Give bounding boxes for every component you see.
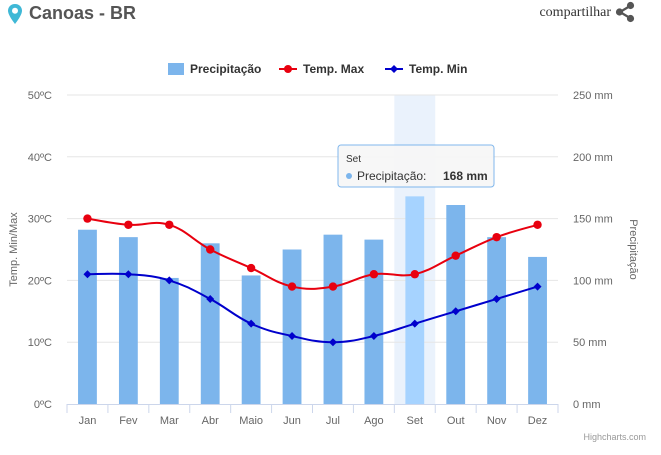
temp-max-line (87, 217, 538, 290)
temp-min-point (206, 294, 215, 303)
highcharts-credit: Highcharts.com (583, 432, 646, 442)
location-pin-icon (8, 4, 22, 24)
precipitation-bar (487, 237, 507, 404)
temp-max-point (410, 270, 419, 279)
x-tick-label: Out (447, 415, 465, 427)
temp-min-point (83, 270, 92, 279)
precipitation-bar (159, 277, 179, 404)
temp-min-point (288, 332, 297, 341)
temp-min-point (492, 294, 501, 303)
temp-min-point (533, 282, 542, 291)
precipitation-bar (78, 229, 97, 404)
x-tick-label: Ago (364, 415, 384, 427)
temp-min-point (410, 319, 419, 328)
precipitation-bar (528, 256, 547, 404)
temp-max-point (328, 282, 338, 291)
temp-min-point (124, 270, 133, 279)
legend-label: Precipitação (190, 62, 261, 76)
x-tick-label: Set (407, 415, 424, 427)
precipitation-bar (241, 275, 261, 404)
temp-min-point (247, 319, 256, 328)
temp-max-point (165, 220, 174, 229)
x-tick-label: Dez (528, 415, 548, 427)
y-right-tick-label: 150 mm (573, 214, 613, 226)
temp-max-point (492, 232, 501, 242)
y-right-tick-label: 250 mm (573, 90, 613, 102)
legend: Precipitação Temp. Max Temp. Min (168, 62, 467, 76)
temp-max-point (83, 214, 92, 223)
temp-min-point (165, 276, 174, 285)
page-header: Canoas - BR compartilhar (0, 0, 661, 30)
x-tick-label: Jun (283, 415, 301, 427)
precipitation-bar (323, 234, 343, 404)
temp-max-point (369, 270, 379, 279)
x-tick-label: Nov (487, 415, 507, 427)
precipitation-bar (200, 243, 220, 404)
y-right-tick-label: 50 mm (573, 337, 607, 349)
precipitation-bar (282, 249, 302, 404)
precipitation-bar (118, 237, 138, 404)
y-left-tick-label: 10ºC (28, 337, 52, 349)
temp-max-point (451, 251, 460, 260)
legend-label: Temp. Min (409, 62, 467, 76)
tooltip-box (337, 144, 495, 188)
precipitation-bar (446, 205, 466, 404)
x-tick-label: Fev (119, 415, 138, 427)
y-right-tick-label: 0 mm (573, 399, 601, 411)
temp-max-point (287, 282, 297, 291)
tooltip-marker (346, 173, 352, 179)
tooltip-category: Set (346, 154, 361, 165)
y-left-tick-label: 30ºC (28, 214, 52, 226)
share-link[interactable]: compartilhar (539, 5, 611, 20)
location-title: Canoas - BR (29, 3, 137, 23)
y-left-tick-label: 50ºC (28, 90, 52, 102)
legend-swatch-precipitation (168, 63, 184, 75)
y-left-axis-title: Temp. Min/Max (8, 212, 20, 287)
legend-swatch-marker (284, 65, 292, 73)
y-left-tick-label: 40ºC (28, 152, 52, 164)
x-tick-label: Maio (239, 415, 263, 427)
x-tick-label: Mar (160, 415, 179, 427)
y-right-axis-title: Precipitação (627, 219, 639, 280)
temp-min-point (451, 307, 460, 316)
temp-max-point (206, 245, 215, 254)
tooltip-label: Precipitação: (357, 169, 426, 183)
x-tick-label: Abr (202, 415, 219, 427)
x-tick-label: Jul (326, 415, 340, 427)
x-tick-label: Jan (79, 415, 97, 427)
temp-max-point (246, 263, 256, 273)
y-left-tick-label: 20ºC (28, 275, 52, 287)
y-right-tick-label: 100 mm (573, 275, 613, 287)
temp-max-point (533, 220, 542, 229)
legend-swatch-marker (390, 65, 398, 73)
precipitation-bar (364, 239, 384, 404)
share-icon[interactable] (614, 1, 636, 23)
precipitation-bar (405, 196, 425, 404)
temp-max-point (124, 220, 133, 229)
tooltip-value: 168 mm (443, 169, 488, 183)
temp-min-line (87, 272, 538, 344)
tooltip: Set Precipitação: 168 mm (337, 144, 495, 188)
y-right-tick-label: 200 mm (573, 152, 613, 164)
legend-label: Temp. Max (303, 62, 364, 76)
y-left-tick-label: 0ºC (34, 399, 52, 411)
temp-min-point (369, 332, 378, 341)
temp-min-point (328, 338, 337, 347)
